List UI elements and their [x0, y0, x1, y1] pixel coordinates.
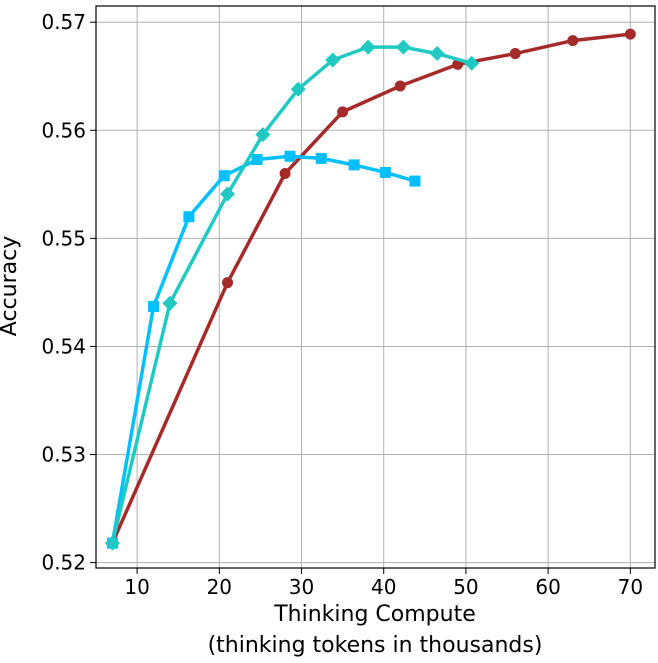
- data-point: [279, 168, 291, 180]
- data-point: [464, 55, 480, 71]
- data-point: [183, 211, 195, 223]
- data-point: [251, 153, 263, 165]
- data-point: [348, 159, 360, 171]
- series-line: [110, 154, 416, 544]
- y-tick-label: 0.52: [41, 551, 86, 575]
- data-point: [325, 52, 341, 68]
- data-point: [218, 170, 230, 182]
- data-point: [409, 175, 421, 187]
- y-tick-label: 0.56: [41, 118, 86, 142]
- plot-frame: [95, 5, 656, 569]
- y-tick-label: 0.53: [41, 443, 86, 467]
- data-point: [315, 152, 327, 164]
- data-point: [429, 46, 445, 62]
- data-point: [567, 35, 579, 47]
- x-tick-label: 20: [207, 575, 232, 599]
- data-point: [360, 39, 376, 55]
- x-axis-label-line1: Thinking Compute: [273, 602, 476, 627]
- data-point: [220, 186, 236, 202]
- x-tick-label: 40: [371, 575, 396, 599]
- data-point: [255, 127, 271, 143]
- series-layer: [104, 28, 636, 551]
- series-line: [110, 32, 631, 544]
- data-point: [509, 48, 521, 60]
- data-point: [624, 28, 636, 40]
- data-point: [162, 295, 178, 311]
- y-tick-label: 0.55: [41, 226, 86, 250]
- data-point: [395, 39, 411, 55]
- data-point: [284, 150, 296, 162]
- x-tick-label: 50: [453, 575, 478, 599]
- x-tick-label: 30: [289, 575, 314, 599]
- x-tick-label: 60: [535, 575, 560, 599]
- series-1: [106, 28, 636, 549]
- x-tick-label: 10: [124, 575, 149, 599]
- data-point: [379, 166, 391, 178]
- data-point: [337, 106, 349, 118]
- ticks: 10 20 30 40 50 60 70 0.52 0.53 0.54 0.55 0.56 0.57: [41, 10, 643, 599]
- y-tick-label: 0.54: [41, 334, 86, 358]
- grid: [96, 6, 655, 568]
- x-axis-label-line2: (thinking tokens in thousands): [208, 633, 543, 658]
- data-point: [222, 277, 234, 289]
- data-point: [394, 80, 406, 92]
- x-tick-label: 70: [618, 575, 643, 599]
- y-axis-label: Accuracy: [0, 236, 22, 336]
- series-line: [110, 45, 473, 544]
- series-3: [104, 39, 480, 551]
- data-point: [290, 81, 306, 97]
- y-tick-label: 0.57: [41, 10, 86, 34]
- data-point: [104, 535, 120, 551]
- data-point: [148, 300, 160, 312]
